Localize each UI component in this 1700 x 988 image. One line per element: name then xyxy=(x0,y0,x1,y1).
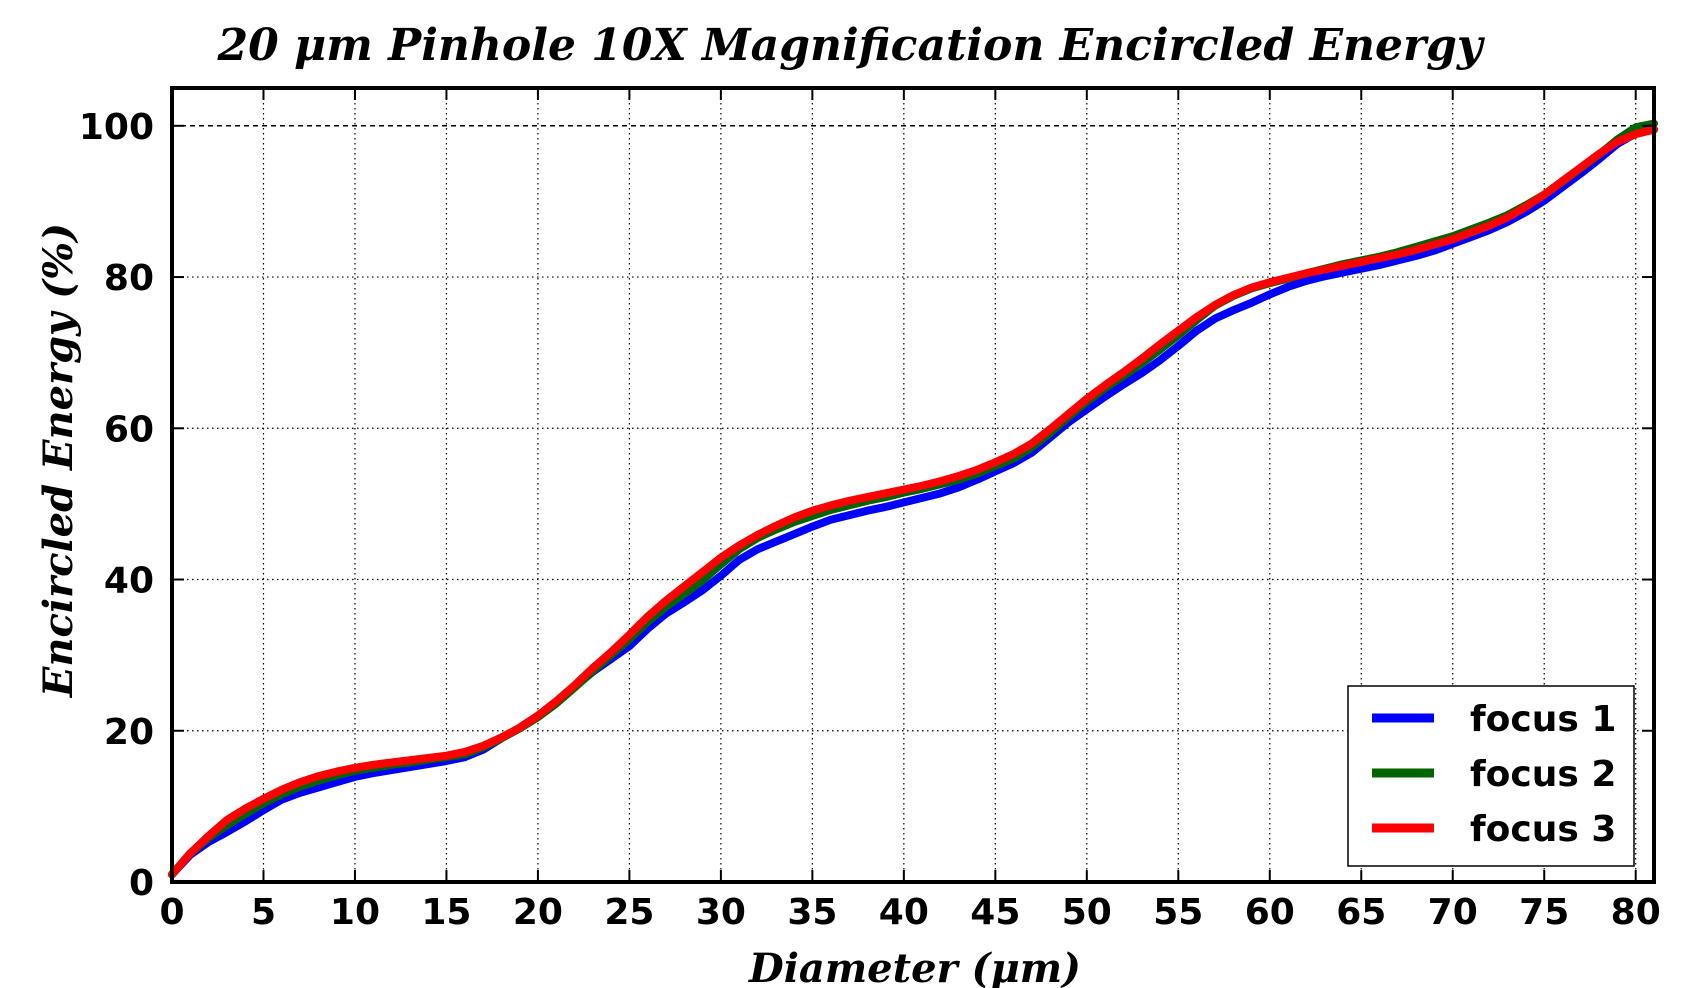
y-axis-label: Encircled Energy (%) xyxy=(35,223,82,698)
x-axis-label: Diameter (μm) xyxy=(748,945,1081,988)
x-tick-label-1: 5 xyxy=(251,892,276,933)
x-tick-label-16: 80 xyxy=(1611,892,1661,933)
x-axis-ticks: 0 5 10 15 20 25 30 35 40 45 50 55 60 65 70 75 80 xyxy=(159,88,1661,933)
legend-label-focus-2: focus 2 xyxy=(1470,754,1616,795)
x-tick-label-5: 25 xyxy=(604,892,654,933)
x-tick-label-14: 70 xyxy=(1428,892,1478,933)
series-layer xyxy=(168,119,1658,879)
y-tick-label-1: 20 xyxy=(104,712,154,753)
x-tick-label-8: 40 xyxy=(879,892,929,933)
y-tick-label-3: 60 xyxy=(104,409,154,450)
x-tick-label-0: 0 xyxy=(159,892,184,933)
x-tick-label-12: 60 xyxy=(1245,892,1295,933)
y-tick-label-5: 100 xyxy=(79,107,154,148)
legend-label-focus-1: focus 1 xyxy=(1470,699,1616,740)
x-tick-label-10: 50 xyxy=(1062,892,1112,933)
series-line-focus-1 xyxy=(168,125,1658,879)
x-tick-label-2: 10 xyxy=(330,892,380,933)
plot-frame xyxy=(170,86,1656,884)
y-axis-ticks: 0 20 40 60 80 100 xyxy=(79,107,1654,904)
y-tick-label-4: 80 xyxy=(104,258,154,299)
x-tick-label-9: 45 xyxy=(970,892,1020,933)
x-tick-label-3: 15 xyxy=(421,892,471,933)
chart-title: 20 μm Pinhole 10X Magnification Encircle… xyxy=(217,20,1486,71)
legend: focus 1 focus 2 focus 3 xyxy=(1347,685,1635,867)
series-line-focus-3 xyxy=(168,125,1658,879)
x-tick-label-15: 75 xyxy=(1519,892,1569,933)
x-tick-label-13: 65 xyxy=(1336,892,1386,933)
y-tick-label-0: 0 xyxy=(129,863,154,904)
x-tick-label-11: 55 xyxy=(1153,892,1203,933)
legend-label-focus-3: focus 3 xyxy=(1470,809,1616,850)
y-tick-label-2: 40 xyxy=(104,561,154,602)
x-tick-label-7: 35 xyxy=(787,892,837,933)
x-tick-label-6: 30 xyxy=(696,892,746,933)
x-tick-label-4: 20 xyxy=(513,892,563,933)
